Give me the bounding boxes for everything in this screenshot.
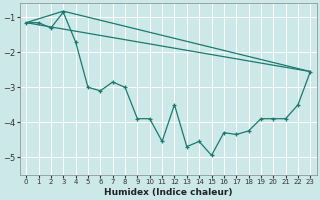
X-axis label: Humidex (Indice chaleur): Humidex (Indice chaleur)	[104, 188, 233, 197]
